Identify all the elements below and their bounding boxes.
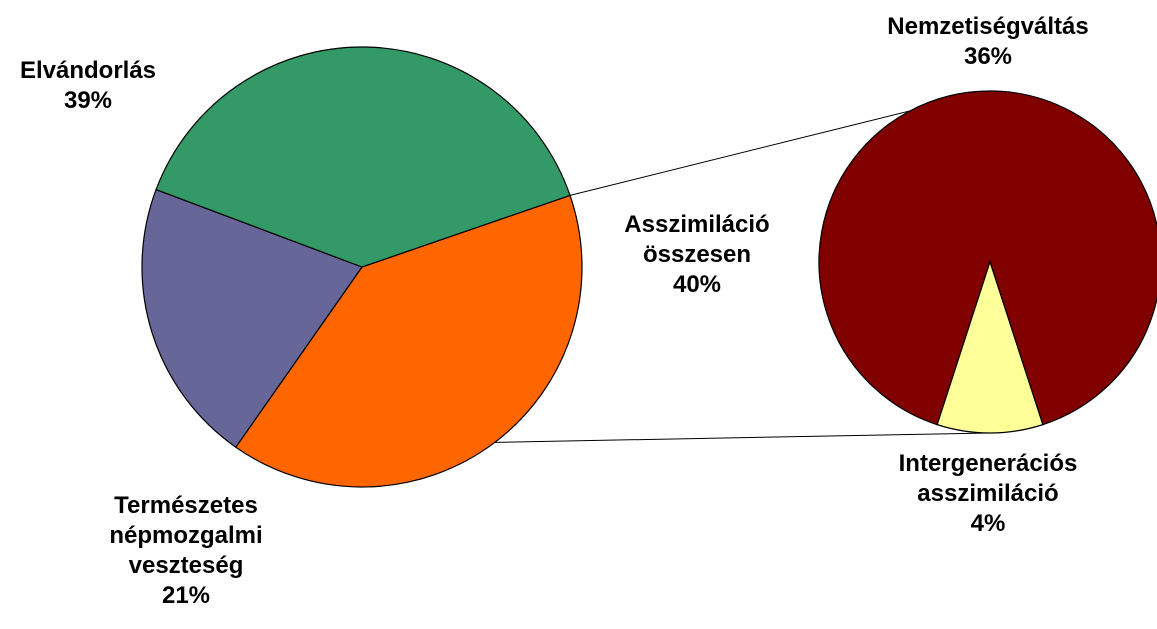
data-label-nemzetisegvaltas: Nemzetiségváltás 36% — [887, 13, 1088, 70]
data-label-termeszetes-value: 21% — [162, 582, 210, 609]
slice-nemzetisegvaltas — [818, 90, 1157, 426]
data-label-termeszetes-line: népmozgalmi — [109, 522, 262, 549]
data-label-asszimilacio-line: összesen — [643, 241, 751, 268]
data-label-asszimilacio-line: Asszimiláció — [624, 211, 769, 238]
data-label-intergeneracios: Intergenerációs asszimiláció 4% — [899, 450, 1078, 537]
data-label-termeszetes: Természetes népmozgalmi veszteség 21% — [109, 492, 262, 609]
data-label-nemzetisegvaltas-line: Nemzetiségváltás — [887, 13, 1088, 40]
data-label-termeszetes-line: Természetes — [114, 492, 258, 519]
data-label-intergeneracios-value: 4% — [971, 510, 1006, 537]
data-label-asszimilacio-value: 40% — [673, 271, 721, 298]
data-label-elvandorlas: Elvándorlás 39% — [20, 57, 156, 114]
data-label-termeszetes-line: veszteség — [129, 552, 244, 579]
data-labels: Elvándorlás 39% Asszimiláció összesen 40% Ter… — [20, 13, 1089, 609]
slice-intergeneracios — [936, 260, 1044, 434]
data-label-intergeneracios-line: asszimiláció — [917, 480, 1058, 507]
data-label-intergeneracios-line: Intergenerációs — [899, 450, 1078, 477]
data-label-asszimilacio: Asszimiláció összesen 40% — [624, 211, 769, 298]
main-pie — [141, 46, 583, 488]
slice-termeszetes — [141, 188, 363, 449]
data-label-nemzetisegvaltas-value: 36% — [964, 43, 1012, 70]
slice-elvandorlas — [155, 46, 571, 268]
slice-asszimilacio — [234, 194, 583, 488]
data-label-elvandorlas-value: 39% — [64, 87, 112, 114]
secondary-pie — [818, 90, 1157, 434]
data-label-elvandorlas-line: Elvándorlás — [20, 57, 156, 84]
